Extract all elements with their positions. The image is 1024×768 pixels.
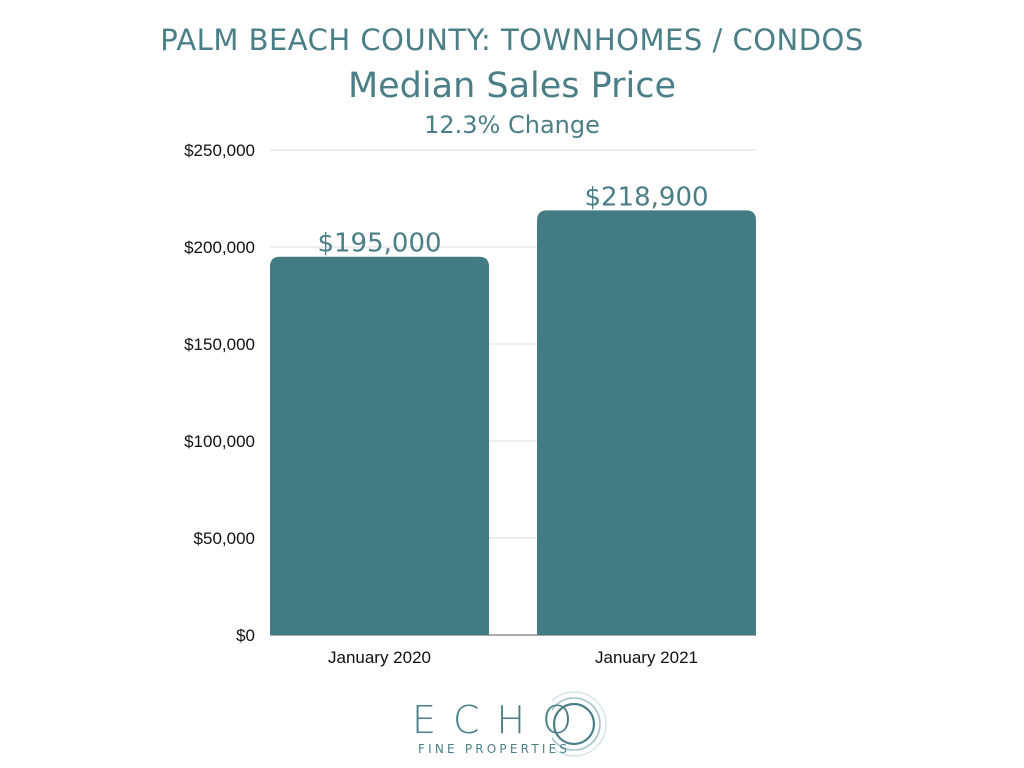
y-tick-label: $150,000 — [184, 335, 255, 354]
logo-word: ECHO — [412, 698, 590, 742]
bar-value-label: $195,000 — [317, 229, 441, 259]
chart-supertitle: PALM BEACH COUNTY: TOWNHOMES / CONDOS — [160, 23, 864, 57]
bars — [270, 210, 756, 636]
chart-subtitle: 12.3% Change — [424, 111, 600, 139]
x-category-label: January 2021 — [595, 648, 698, 667]
data-labels: $195,000 $218,900 — [317, 182, 708, 258]
bar-1 — [270, 256, 489, 635]
y-tick-label: $250,000 — [184, 141, 255, 160]
y-tick-label: $100,000 — [184, 432, 255, 451]
y-axis-tick-labels: $0 $50,000 $100,000 $150,000 $200,000 $250,00… — [184, 141, 255, 645]
chart-title: Median Sales Price — [347, 66, 677, 106]
y-tick-label: $200,000 — [184, 238, 255, 257]
y-tick-label: $50,000 — [194, 529, 255, 548]
x-axis-category-labels: January 2020 January 2021 — [328, 648, 698, 667]
x-category-label: January 2020 — [328, 648, 431, 667]
bar-value-label: $218,900 — [584, 182, 708, 212]
logo-rings-icon — [552, 691, 607, 757]
bar-2 — [537, 210, 756, 636]
echo-logo: ECHO FINE PROPERTIES — [412, 690, 612, 762]
logo-subtitle: FINE PROPERTIES — [418, 742, 571, 756]
y-tick-label: $0 — [236, 626, 255, 645]
